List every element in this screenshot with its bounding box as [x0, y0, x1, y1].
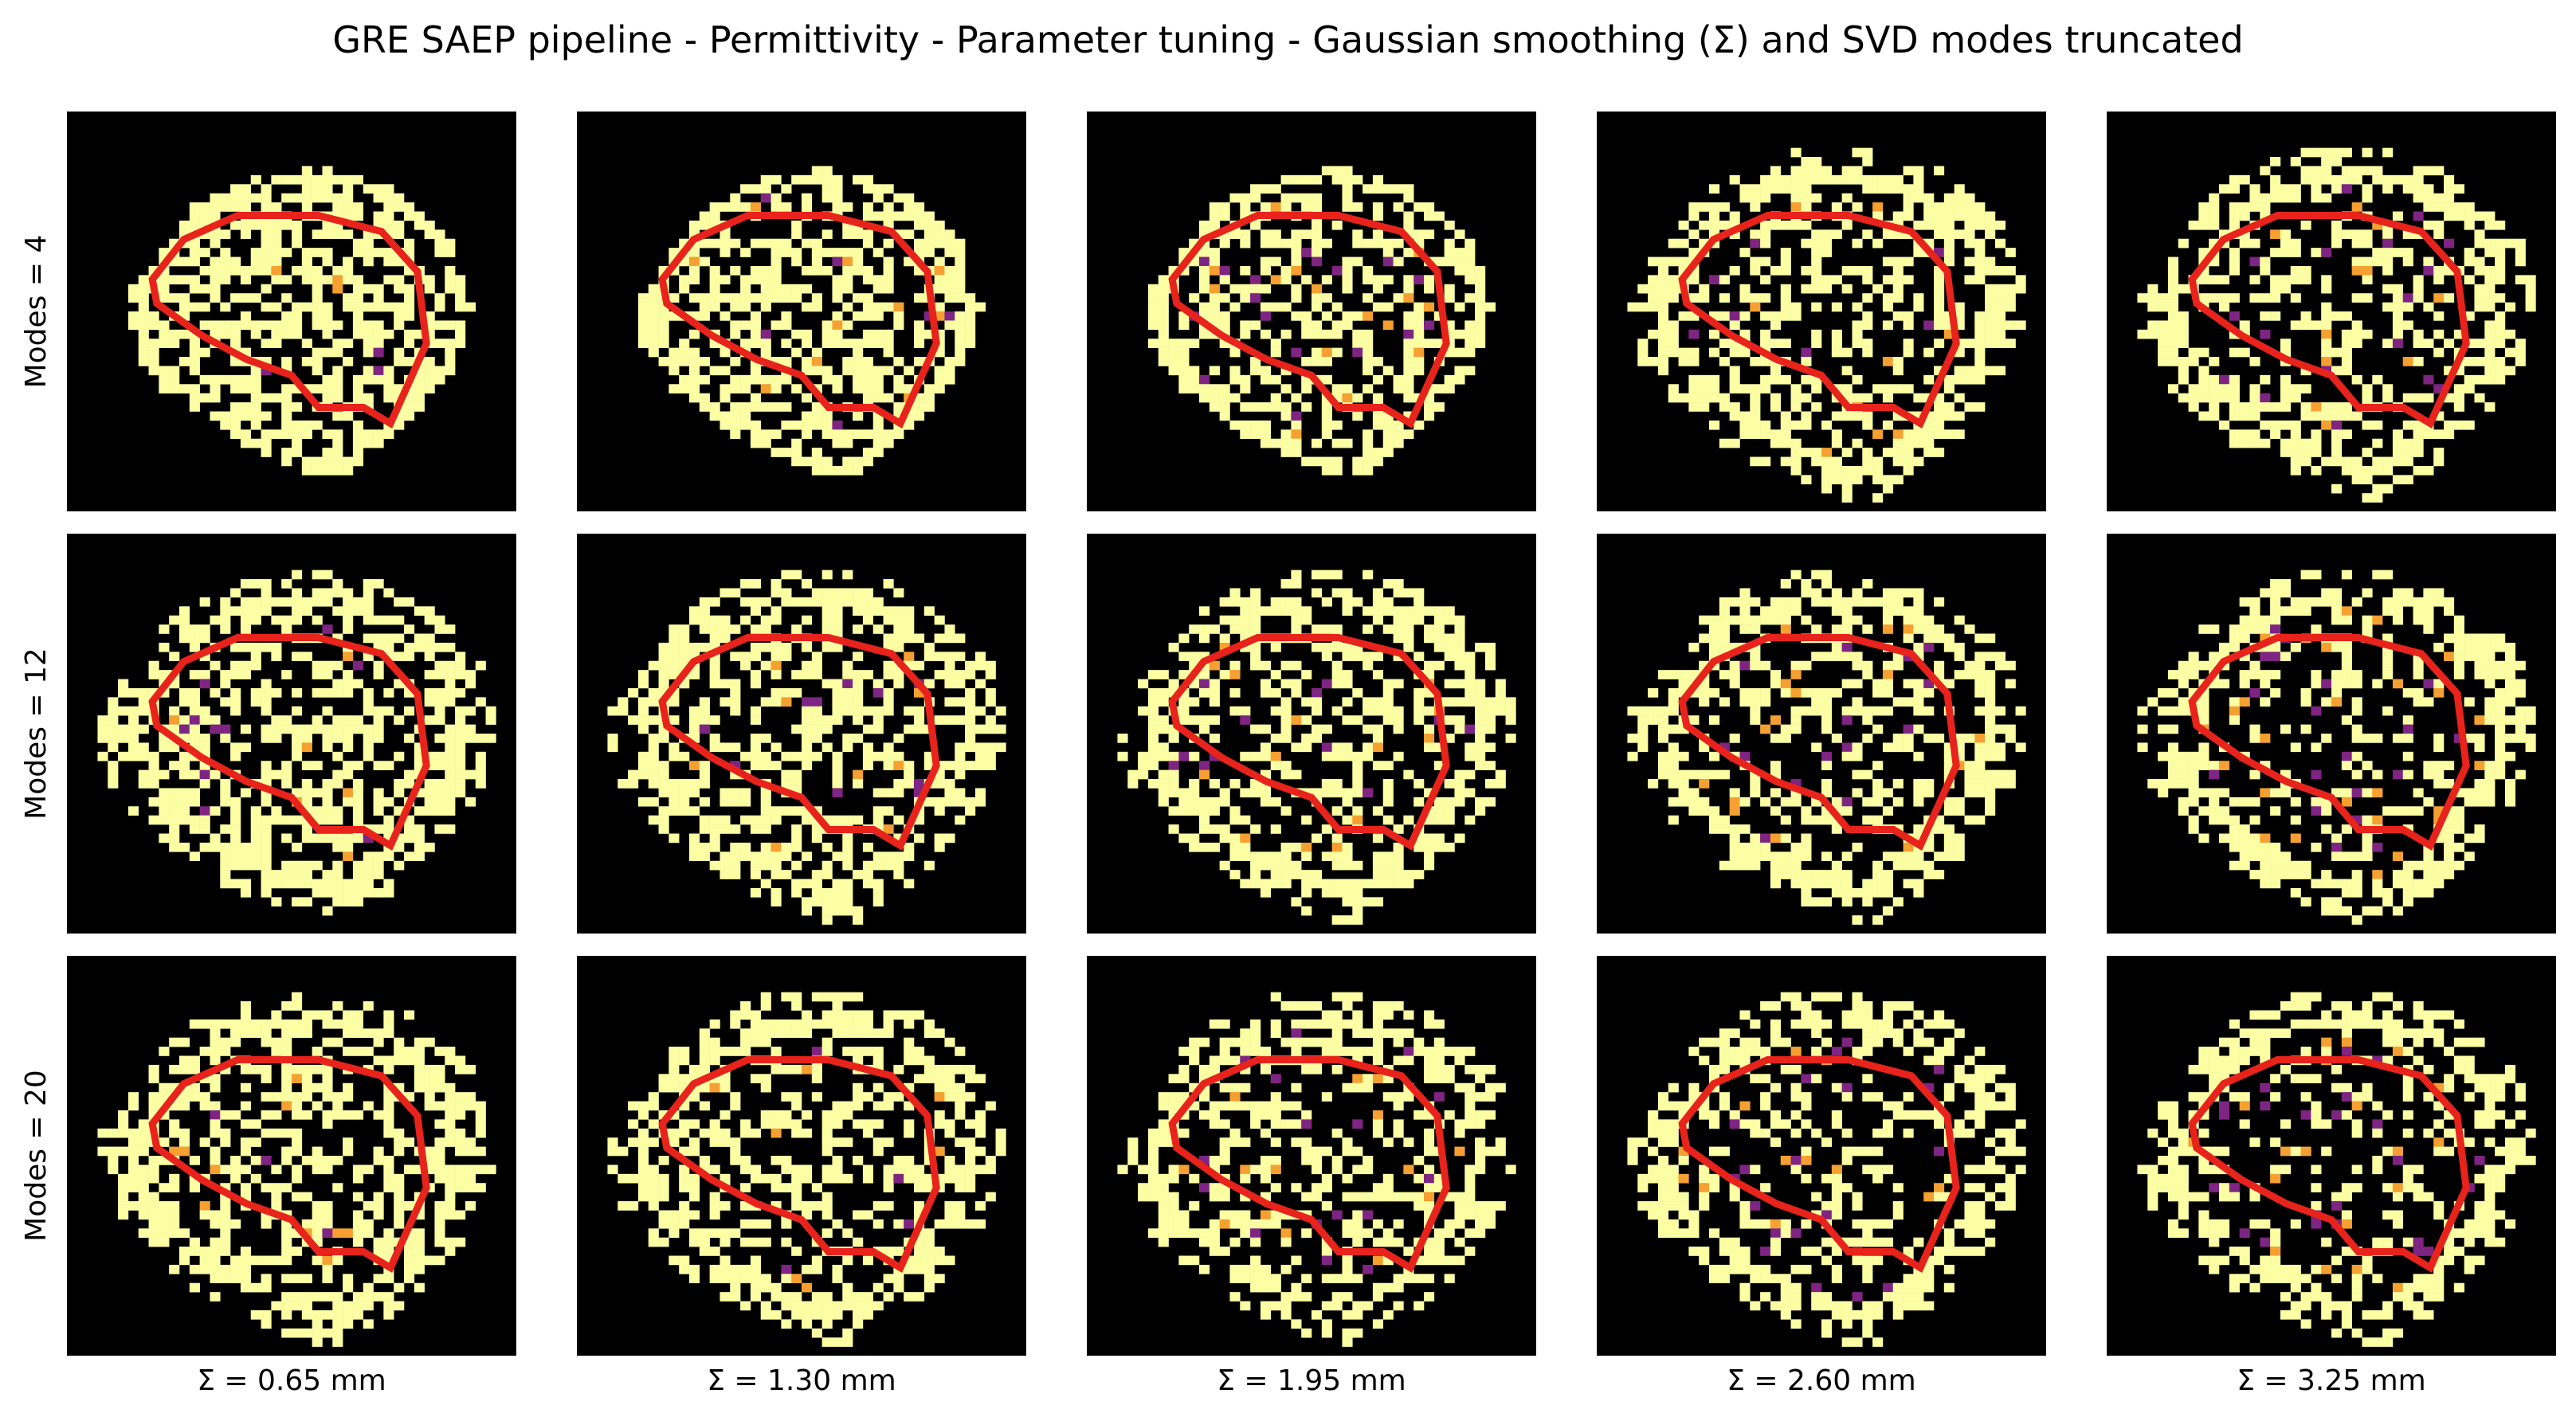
permittivity-map — [1087, 534, 1536, 934]
permittivity-map — [2107, 534, 2556, 934]
roi-contour — [148, 634, 430, 851]
permittivity-map — [1597, 112, 2046, 511]
image-panel-r1-c4 — [1597, 112, 2046, 511]
permittivity-map — [1087, 956, 1536, 1356]
roi-contour — [658, 634, 940, 851]
image-panel-r3-c1 — [67, 956, 516, 1356]
image-panel-r2-c5 — [2107, 534, 2556, 934]
image-panel-r3-c3 — [1087, 956, 1536, 1356]
tissue-pixels — [1627, 147, 2026, 503]
roi-contour — [1168, 212, 1450, 429]
roi-contour — [1678, 1056, 1960, 1274]
image-panel-r2-c4 — [1597, 534, 2046, 934]
column-label-sigma: Σ = 2.60 mm — [1727, 1364, 1916, 1397]
roi-contour — [1168, 634, 1450, 851]
column-label-sigma: Σ = 1.30 mm — [707, 1364, 896, 1397]
image-panel-r3-c2 — [577, 956, 1026, 1356]
roi-contour — [1678, 634, 1960, 851]
roi-contour — [1678, 212, 1960, 429]
permittivity-map — [577, 956, 1026, 1356]
image-panel-r3-c4 — [1597, 956, 2046, 1356]
tissue-pixels — [127, 166, 476, 476]
row-label-modes: Modes = 4 — [20, 234, 53, 389]
permittivity-map — [1087, 112, 1536, 511]
image-panel-r1-c2 — [577, 112, 1026, 511]
roi-contour — [658, 1056, 940, 1274]
tissue-pixels — [2137, 570, 2536, 925]
image-panel-r2-c2 — [577, 534, 1026, 934]
roi-contour — [658, 212, 940, 429]
roi-contour — [1168, 1056, 1450, 1274]
permittivity-map — [67, 956, 516, 1356]
permittivity-map — [1597, 534, 2046, 934]
permittivity-map — [67, 534, 516, 934]
figure-title: GRE SAEP pipeline - Permittivity - Param… — [332, 18, 2244, 61]
permittivity-map — [1597, 956, 2046, 1356]
roi-contour — [2188, 1056, 2470, 1274]
column-label-sigma: Σ = 1.95 mm — [1217, 1364, 1406, 1397]
image-panel-r2-c3 — [1087, 534, 1536, 934]
tissue-pixels — [97, 570, 496, 916]
permittivity-map — [2107, 956, 2556, 1356]
roi-contour — [2188, 634, 2470, 851]
row-label-modes: Modes = 12 — [20, 648, 53, 820]
image-panel-r1-c5 — [2107, 112, 2556, 511]
permittivity-map — [577, 112, 1026, 511]
column-label-sigma: Σ = 0.65 mm — [197, 1364, 386, 1397]
roi-contour — [148, 212, 430, 429]
image-panel-r1-c1 — [67, 112, 516, 511]
image-panel-r2-c1 — [67, 534, 516, 934]
image-panel-r3-c5 — [2107, 956, 2556, 1356]
image-panel-r1-c3 — [1087, 112, 1536, 511]
tissue-pixels — [1117, 570, 1516, 925]
row-label-modes: Modes = 20 — [20, 1070, 53, 1242]
permittivity-map — [577, 534, 1026, 934]
tissue-pixels — [1117, 992, 1516, 1347]
permittivity-map — [2107, 112, 2556, 511]
roi-contour — [2188, 212, 2470, 429]
roi-contour — [148, 1056, 430, 1274]
permittivity-map — [67, 112, 516, 511]
column-label-sigma: Σ = 3.25 mm — [2237, 1364, 2426, 1397]
